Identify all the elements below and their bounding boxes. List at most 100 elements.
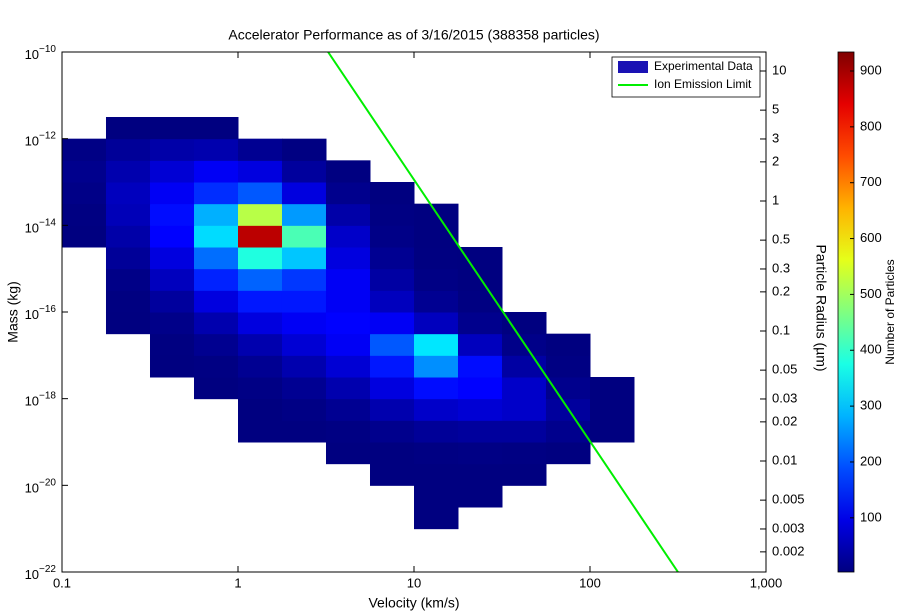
- heatmap-cell: [238, 355, 283, 378]
- heatmap-cell: [501, 377, 547, 400]
- chart-title: Accelerator Performance as of 3/16/2015 …: [228, 27, 599, 43]
- heatmap-cell: [105, 312, 151, 335]
- heatmap-cell: [193, 138, 239, 161]
- heatmap-cell: [238, 377, 283, 400]
- heatmap-cell: [238, 247, 283, 270]
- heatmap-cell: [62, 160, 107, 183]
- heatmap-cell: [281, 182, 327, 205]
- heatmap-cell: [281, 398, 327, 421]
- y-tick-label: 10−20: [25, 477, 57, 496]
- y2-tick-label: 0.01: [772, 452, 797, 467]
- heatmap-cell: [238, 333, 283, 356]
- x-tick-label: 0.1: [53, 575, 71, 590]
- heatmap-cell: [369, 442, 415, 465]
- heatmap-cell: [325, 160, 371, 183]
- heatmap-cell: [545, 333, 591, 356]
- y2-tick-label: 2: [772, 153, 779, 168]
- heatmap-cell: [590, 377, 635, 400]
- colorbar-tick-label: 600: [860, 230, 882, 245]
- heatmap-cell: [545, 377, 591, 400]
- heatmap-cell: [105, 247, 151, 270]
- heatmap-cell: [281, 160, 327, 183]
- heatmap-cell: [414, 312, 459, 335]
- heatmap-cell: [281, 290, 327, 313]
- heatmap-cell: [369, 203, 415, 226]
- heatmap-cell: [325, 420, 371, 443]
- heatmap-cell: [369, 268, 415, 291]
- y-tick-label: 10−14: [25, 217, 57, 236]
- heatmap-cell: [281, 377, 327, 400]
- heatmap-cell: [149, 182, 195, 205]
- y2-axis-label: Particle Radius (µm): [813, 244, 829, 371]
- heatmap-cell: [457, 463, 503, 486]
- heatmap-cell: [501, 398, 547, 421]
- heatmap-cell: [325, 333, 371, 356]
- heatmap-cell: [414, 290, 459, 313]
- y2-tick-label: 3: [772, 130, 779, 145]
- heatmap-cell: [149, 160, 195, 183]
- y2-tick-label: 0.002: [772, 543, 805, 558]
- heatmap-cell: [545, 442, 591, 465]
- heatmap-cell: [193, 117, 239, 140]
- x-tick-label: 1,000: [750, 575, 783, 590]
- heatmap-cell: [238, 290, 283, 313]
- y2-tick-label: 10: [772, 62, 786, 77]
- legend-label: Experimental Data: [654, 59, 753, 73]
- heatmap-cell: [105, 290, 151, 313]
- heatmap-cell: [149, 355, 195, 378]
- heatmap-cell: [325, 377, 371, 400]
- heatmap-cell: [238, 398, 283, 421]
- heatmap-cell: [193, 268, 239, 291]
- y-tick-label: 10−22: [25, 564, 57, 583]
- heatmap-cell: [414, 268, 459, 291]
- legend-box: [611, 56, 761, 98]
- heatmap-cell: [105, 268, 151, 291]
- y-tick-label: 10−18: [25, 390, 57, 409]
- heatmap-cell: [193, 203, 239, 226]
- heatmap-cell: [414, 247, 459, 270]
- colorbar-label: Number of Particles: [883, 259, 897, 364]
- heatmap-cell: [501, 442, 547, 465]
- heatmap-cell: [457, 398, 503, 421]
- heatmap-cell: [325, 268, 371, 291]
- legend: Experimental Data Ion Emission Limit: [611, 56, 761, 98]
- heatmap-cell: [238, 420, 283, 443]
- heatmap-cell: [501, 463, 547, 486]
- heatmap-cell: [457, 312, 503, 335]
- y-tick-label: 10−12: [25, 130, 57, 149]
- heatmap-cell: [193, 225, 239, 248]
- heatmap-cell: [281, 333, 327, 356]
- heatmap-cell: [501, 312, 547, 335]
- heatmap-cell: [281, 268, 327, 291]
- heatmap-cell: [149, 225, 195, 248]
- heatmap-cell: [369, 355, 415, 378]
- heatmap-cell: [457, 420, 503, 443]
- heatmap-cell: [325, 312, 371, 335]
- y2-tick-label: 0.5: [772, 232, 790, 247]
- legend-label: Ion Emission Limit: [654, 77, 752, 91]
- heatmap-cell: [325, 290, 371, 313]
- heatmap-cell: [105, 138, 151, 161]
- heatmap-cell: [414, 398, 459, 421]
- heatmap-cell: [149, 117, 195, 140]
- heatmap-cell: [457, 355, 503, 378]
- colorbar-tick-label: 300: [860, 398, 882, 413]
- heatmap-cell: [325, 182, 371, 205]
- heatmap-cell: [325, 442, 371, 465]
- legend-swatch: [618, 61, 648, 73]
- heatmap-cell: [414, 203, 459, 226]
- heatmap-cell: [457, 247, 503, 270]
- heatmap-cell: [281, 203, 327, 226]
- heatmap-cell: [238, 268, 283, 291]
- y2-tick-label: 0.02: [772, 413, 797, 428]
- heatmap-cell: [325, 355, 371, 378]
- heatmap-cell: [62, 203, 107, 226]
- y2-tick-label: 1: [772, 192, 779, 207]
- heatmap-cell: [238, 203, 283, 226]
- colorbar: [837, 51, 855, 573]
- heatmap-cell: [281, 138, 327, 161]
- heatmap-cell: [238, 160, 283, 183]
- heatmap-cell: [369, 377, 415, 400]
- heatmap-cell: [105, 117, 151, 140]
